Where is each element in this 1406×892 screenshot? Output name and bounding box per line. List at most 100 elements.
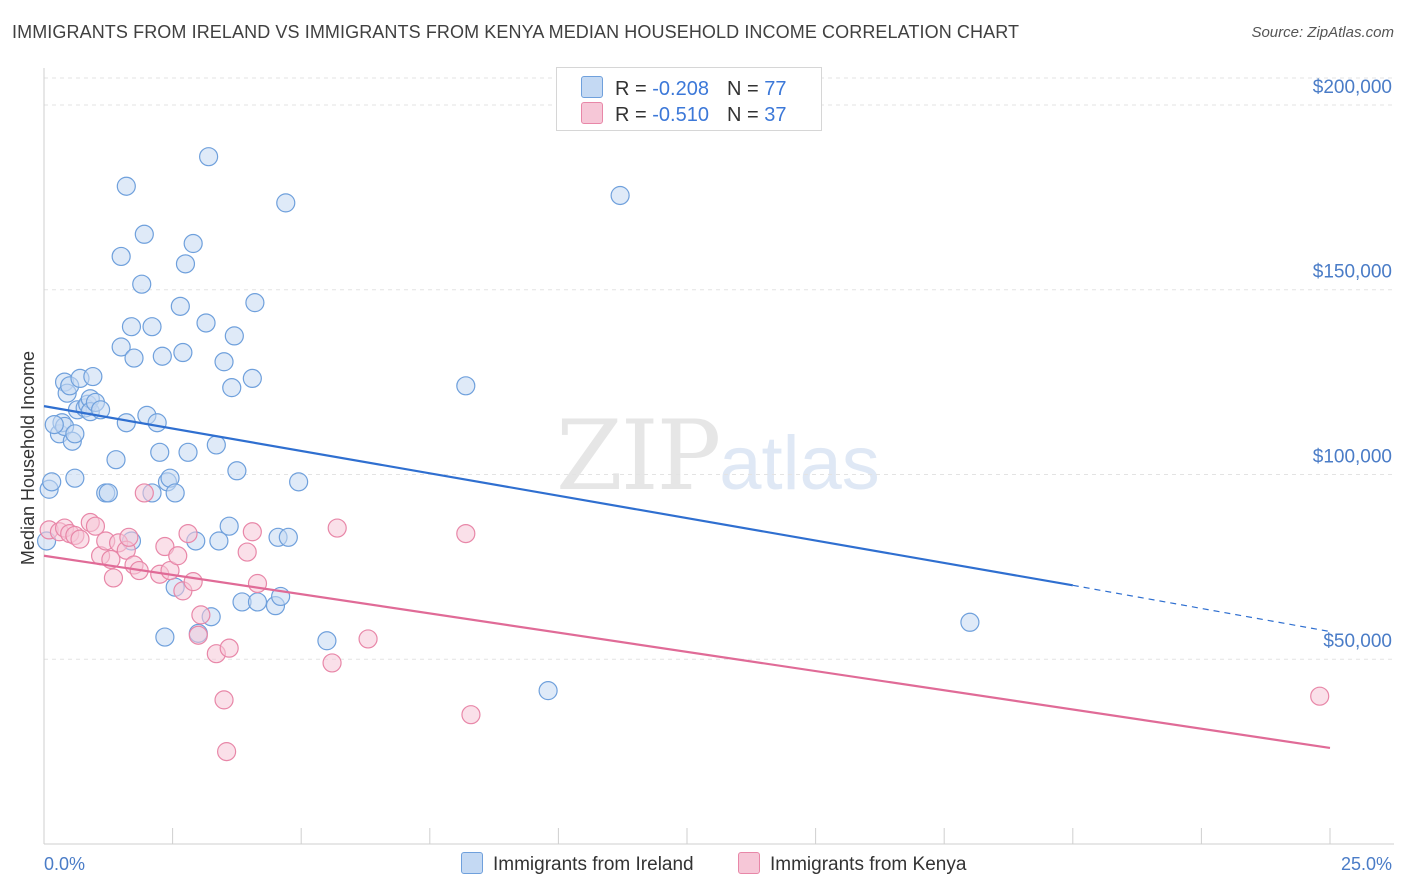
bottom-legend-label-kenya: Immigrants from Kenya xyxy=(770,854,967,875)
ireland-point xyxy=(42,472,62,492)
ireland-point xyxy=(206,435,226,455)
ireland-point xyxy=(44,414,64,435)
ireland-point xyxy=(219,516,239,536)
trend-line-ireland-extension xyxy=(1072,584,1331,633)
kenya-point xyxy=(461,705,481,725)
y-tick-label: $50,000 xyxy=(1323,631,1392,652)
kenya-point xyxy=(217,742,237,762)
ireland-point xyxy=(183,233,203,254)
kenya-point xyxy=(358,629,378,649)
ireland-point xyxy=(317,631,337,651)
legend-row-kenya: R = -0.510 N = 37 xyxy=(581,102,786,128)
kenya-point xyxy=(155,536,175,557)
kenya-point xyxy=(103,568,124,588)
ireland-point xyxy=(98,483,118,503)
bottom-legend-kenya: Immigrants from Kenya xyxy=(738,852,966,876)
legend-n-label-kenya: N = xyxy=(726,104,765,126)
chart-title: IMMIGRANTS FROM IRELAND VS IMMIGRANTS FR… xyxy=(12,22,1020,42)
ireland-point xyxy=(65,468,85,488)
ireland-point xyxy=(116,176,136,196)
kenya-point xyxy=(134,483,154,503)
ireland-point xyxy=(147,413,167,433)
ireland-point xyxy=(242,368,262,388)
ireland-point xyxy=(132,274,152,294)
kenya-point xyxy=(237,542,257,562)
kenya-point xyxy=(219,638,239,658)
ireland-point xyxy=(199,147,219,167)
kenya-point xyxy=(191,605,211,625)
kenya-point xyxy=(188,625,208,645)
ireland-point xyxy=(150,442,170,462)
legend-r-value-kenya: -0.510 xyxy=(652,104,709,126)
ireland-point xyxy=(65,424,85,444)
ireland-point xyxy=(222,378,242,398)
ireland-point xyxy=(175,254,196,274)
x-tick-label-min: 0.0% xyxy=(44,854,85,874)
ireland-point xyxy=(106,450,126,470)
ireland-point xyxy=(245,293,265,313)
ireland-point xyxy=(116,413,136,433)
ireland-point xyxy=(214,352,234,372)
bottom-legend-swatch-kenya xyxy=(738,852,760,874)
bottom-legend-ireland: Immigrants from Ireland xyxy=(461,852,694,876)
legend-n-value-kenya: 37 xyxy=(764,104,787,126)
kenya-point xyxy=(119,527,139,547)
kenya-point xyxy=(70,529,90,549)
ireland-point xyxy=(456,376,476,396)
ireland-point xyxy=(209,531,229,551)
kenya-point xyxy=(183,572,203,592)
trend-lines xyxy=(43,405,1331,750)
ireland-point xyxy=(155,627,175,647)
kenya-point xyxy=(242,522,262,542)
grid-lines xyxy=(44,77,1394,660)
ireland-point xyxy=(170,296,190,316)
ireland-point xyxy=(124,348,144,368)
ireland-point xyxy=(111,337,131,357)
ireland-point xyxy=(178,442,198,462)
series-ireland-points xyxy=(36,147,980,701)
legend-row-ireland: R = -0.208 N = 77 xyxy=(581,76,786,102)
ireland-point xyxy=(83,366,103,387)
ireland-point xyxy=(538,681,558,701)
watermark-zip: ZIP xyxy=(556,400,721,512)
series-kenya-points xyxy=(39,483,1330,762)
kenya-point xyxy=(101,549,121,570)
correlation-legend: R = -0.208 N = 77 R = -0.510 N = 37 xyxy=(556,67,822,131)
ireland-point xyxy=(227,461,247,481)
ireland-point xyxy=(610,185,630,206)
x-tick-label-max: 25.0% xyxy=(1341,854,1392,874)
source-label: Source: ZipAtlas.com xyxy=(1251,24,1394,41)
ireland-point xyxy=(289,472,309,492)
kenya-point xyxy=(327,518,347,538)
watermark: ZIPatlas xyxy=(556,400,880,512)
kenya-point xyxy=(1310,686,1330,706)
kenya-point xyxy=(178,523,198,544)
ireland-point xyxy=(121,317,142,337)
ireland-point xyxy=(278,527,298,547)
tick-labels: $50,000 $100,000 $150,000 $200,000 0.0% 25.0% xyxy=(44,77,1392,874)
ireland-point xyxy=(142,317,162,337)
ireland-point xyxy=(196,313,216,333)
kenya-point xyxy=(168,546,188,566)
ireland-point xyxy=(134,224,154,244)
ireland-point xyxy=(152,346,172,366)
y-tick-label: $200,000 xyxy=(1313,77,1392,98)
axes xyxy=(43,68,1394,845)
ireland-point xyxy=(173,342,193,363)
trend-line-ireland xyxy=(43,405,1073,587)
kenya-point xyxy=(214,690,234,710)
legend-swatch-kenya xyxy=(581,102,603,124)
ireland-point xyxy=(224,326,244,346)
watermark-atlas: atlas xyxy=(719,421,880,506)
y-axis-label: Median Household Income xyxy=(18,351,38,565)
bottom-legend-swatch-ireland xyxy=(461,852,483,874)
legend-r-label-kenya: R = xyxy=(615,104,653,126)
ireland-point xyxy=(960,612,980,632)
kenya-point xyxy=(322,653,342,673)
legend-n-value-ireland: 77 xyxy=(764,78,787,100)
ireland-point xyxy=(247,592,268,612)
bottom-legend-label-ireland: Immigrants from Ireland xyxy=(493,854,694,875)
legend-swatch-ireland xyxy=(581,76,603,98)
kenya-point xyxy=(247,573,268,594)
